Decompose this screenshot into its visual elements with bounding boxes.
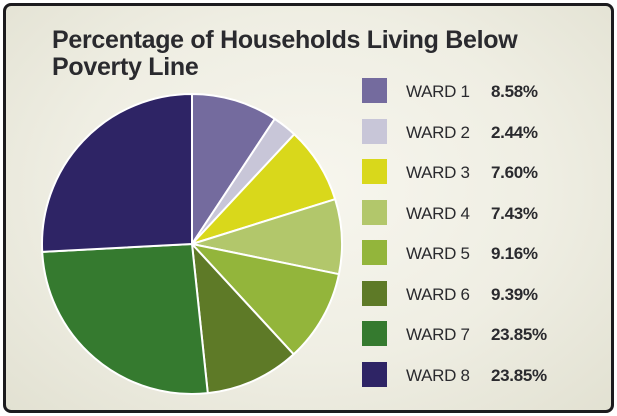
legend-swatch-ward-2 (362, 118, 387, 144)
chart-title: Percentage of Households Living Below Po… (52, 26, 518, 81)
legend-value-ward-2: 2.44% (491, 122, 538, 142)
pie-slice-ward-5 (191, 243, 340, 356)
legend-swatch-ward-6 (362, 280, 387, 306)
legend-label-ward-5: WARD 5 (406, 244, 470, 263)
legend-value-ward-7: 23.85% (491, 325, 547, 344)
legend-label-ward-3: WARD 3 (406, 163, 470, 182)
pie-slice-ward-7 (41, 243, 209, 395)
legend-swatch-ward-8 (362, 361, 387, 387)
legend-value-ward-8: 23.85% (491, 365, 547, 385)
legend-item-ward-7: WARD 7 23.85% (362, 321, 602, 347)
pie-chart (41, 93, 343, 395)
legend-value-ward-5: 9.16% (491, 244, 538, 263)
legend-label-ward-6: WARD 6 (406, 284, 470, 304)
legend-item-ward-6: WARD 6 9.39% (362, 280, 602, 307)
legend-label-ward-1: WARD 1 (406, 82, 470, 101)
legend-value-ward-6: 9.39% (491, 284, 538, 304)
legend-swatch-ward-3 (362, 159, 387, 184)
legend-swatch-ward-5 (362, 240, 387, 265)
legend-value-ward-1: 8.58% (491, 82, 538, 101)
legend-label-ward-8: WARD 8 (406, 365, 470, 385)
legend-item-ward-2: WARD 2 2.44% (362, 118, 602, 145)
legend-label-ward-2: WARD 2 (406, 122, 470, 142)
legend-value-ward-3: 7.60% (491, 163, 538, 182)
legend-swatch-ward-7 (362, 321, 387, 346)
pie-slice-ward-6 (191, 243, 295, 395)
pie-slice-ward-8 (41, 93, 193, 253)
legend-value-ward-4: 7.43% (491, 203, 538, 223)
legend-item-ward-1: WARD 1 8.58% (362, 78, 602, 104)
legend-item-ward-8: WARD 8 23.85% (362, 361, 602, 388)
legend-swatch-ward-1 (362, 78, 387, 103)
legend-label-ward-7: WARD 7 (406, 325, 470, 344)
legend-item-ward-4: WARD 4 7.43% (362, 199, 602, 226)
legend-item-ward-5: WARD 5 9.16% (362, 240, 602, 266)
legend-item-ward-3: WARD 3 7.60% (362, 159, 602, 185)
chart-card: Percentage of Households Living Below Po… (3, 3, 614, 413)
pie-slice-ward-1 (191, 93, 276, 245)
legend-label-ward-4: WARD 4 (406, 203, 470, 223)
legend-swatch-ward-4 (362, 199, 387, 225)
